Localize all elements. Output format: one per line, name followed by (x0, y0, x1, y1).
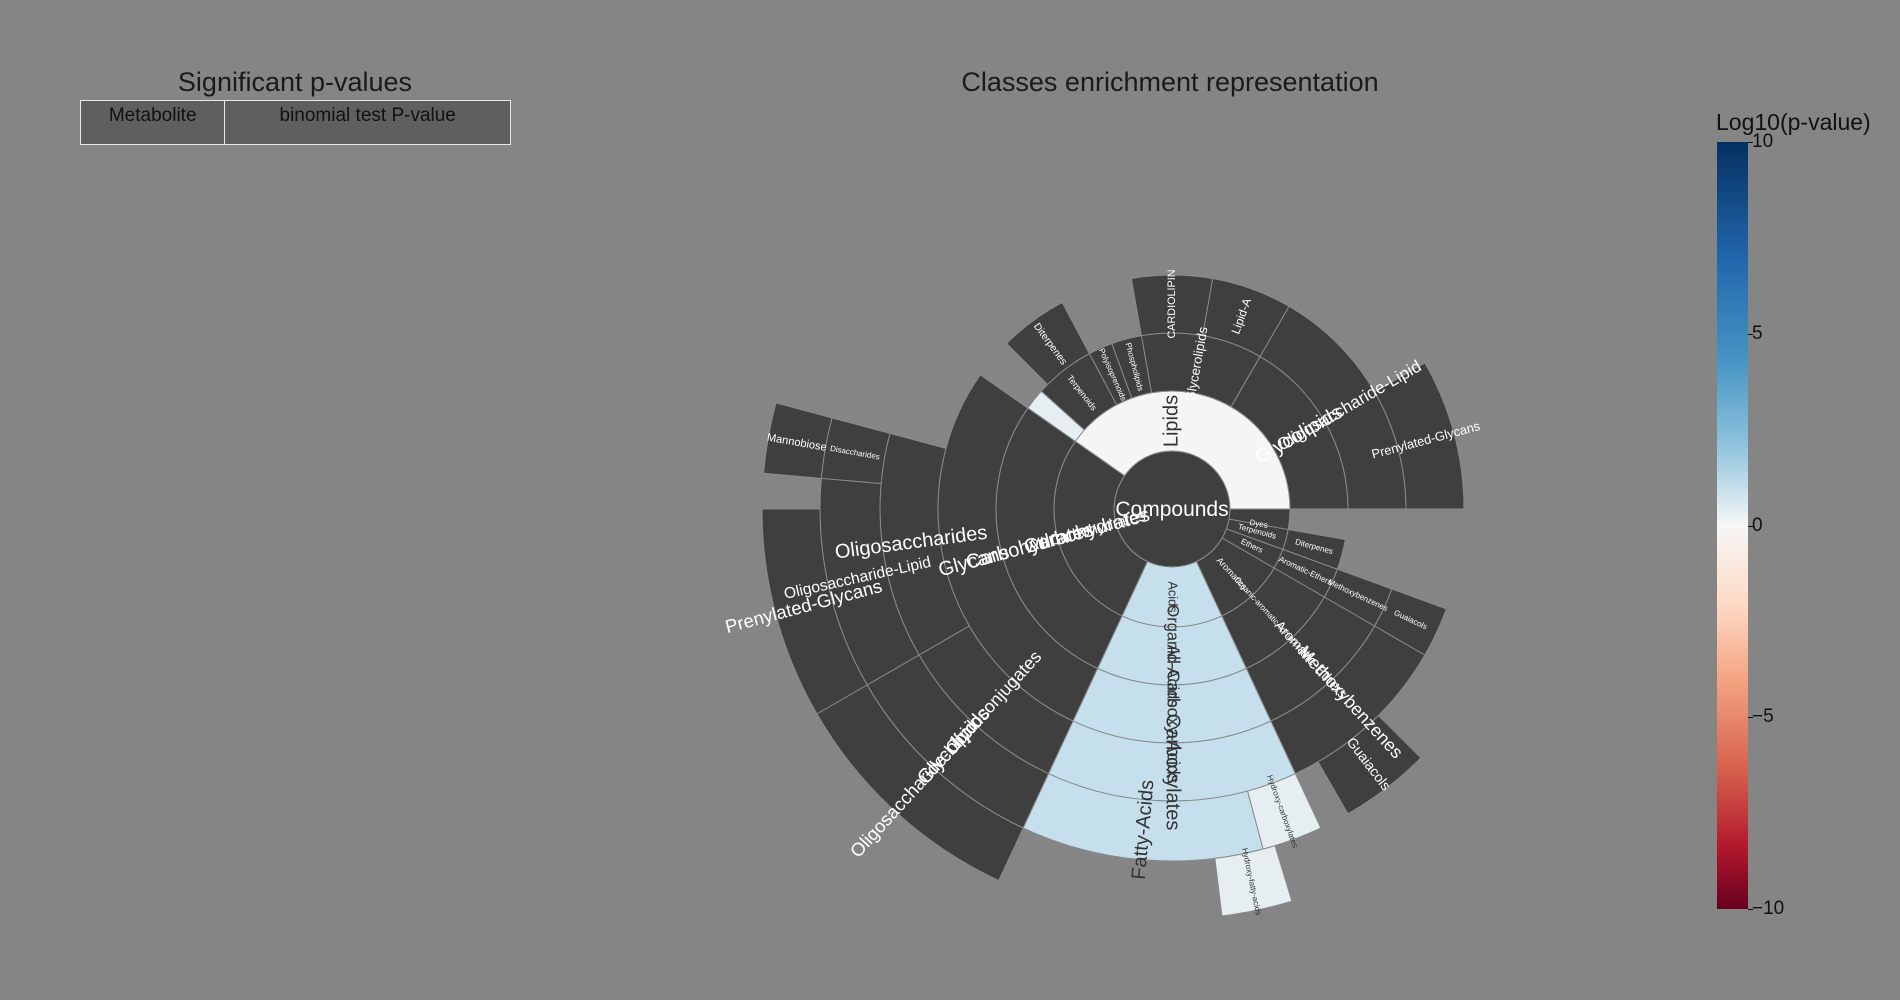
sunburst-segment[interactable] (1373, 588, 1448, 656)
colorbar-tick-label: 0 (1752, 515, 1763, 536)
colorbar-tick-label: −10 (1752, 898, 1785, 919)
colorbar-tick-mark (1748, 909, 1753, 910)
sunburst-segment[interactable] (1005, 301, 1091, 386)
colorbar-tick-mark (1748, 717, 1753, 718)
colorbar-tick-label: −5 (1752, 706, 1774, 727)
sunburst-label: All-Carboxy-Acids (1163, 644, 1183, 783)
sunburst-label: Organic-Acids (1164, 605, 1182, 708)
sunburst-label: Carboxylates (1162, 714, 1184, 831)
sunburst-segment[interactable] (1214, 844, 1293, 917)
colorbar-tick-mark (1748, 334, 1753, 335)
pvalue-table: Metabolite binomial test P-value (79, 100, 511, 145)
sunburst-root-label: Compounds (1115, 498, 1228, 521)
colorbar-tick-label: 10 (1752, 131, 1774, 152)
colorbar (1717, 142, 1748, 909)
sunburst-segment[interactable] (1130, 274, 1214, 337)
sunburst-label: Acids (1166, 581, 1181, 612)
sunburst-segment[interactable] (816, 684, 1024, 882)
sunburst-segment[interactable] (1317, 714, 1422, 815)
colorbar-title: Log10(p-value) (1716, 109, 1871, 135)
sunburst-label: CARDIOLIPIN (1166, 270, 1178, 339)
colorbar-tick-label: 5 (1752, 323, 1763, 344)
sunburst-label: Dyes (1249, 518, 1269, 530)
colorbar-tick-mark (1748, 142, 1753, 143)
header-pvalue[interactable]: binomial test P-value (224, 100, 511, 145)
header-metabolite[interactable]: Metabolite (79, 100, 226, 145)
table-title: Significant p-values (177, 67, 413, 97)
colorbar-tick-mark (1748, 526, 1753, 527)
sunburst-segment[interactable] (763, 402, 833, 479)
sunburst-label: Lipids (1160, 395, 1182, 447)
sunburst-segment[interactable] (1373, 362, 1465, 510)
table-header-row: Metabolite binomial test P-value (79, 100, 511, 145)
sunburst-segment[interactable] (1282, 528, 1346, 570)
chart-title: Classes enrichment representation (961, 67, 1379, 97)
